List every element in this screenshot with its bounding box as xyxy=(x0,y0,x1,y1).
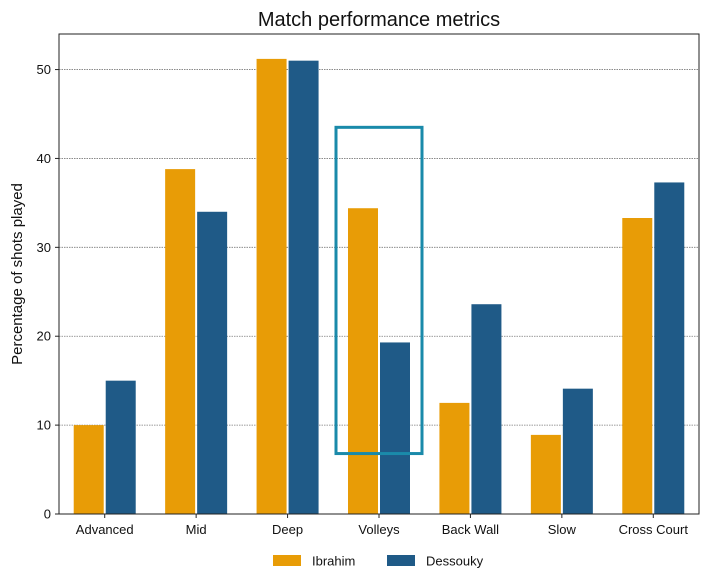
legend-label: Dessouky xyxy=(426,554,484,569)
bar xyxy=(530,434,561,514)
bar xyxy=(256,58,287,515)
bar xyxy=(197,211,228,514)
highlight-rect xyxy=(334,125,424,456)
y-tick-label: 10 xyxy=(37,418,51,433)
bar xyxy=(439,402,470,514)
x-tick-label: Deep xyxy=(272,522,303,537)
y-tick-label: 50 xyxy=(37,62,51,77)
x-tick-label: Back Wall xyxy=(442,522,499,537)
bar xyxy=(73,425,104,514)
highlight-box xyxy=(334,125,424,456)
y-axis-label: Percentage of shots played xyxy=(9,183,26,365)
y-tick-labels: 0 10 20 30 40 50 xyxy=(37,62,59,522)
x-tick-label: Slow xyxy=(548,522,577,537)
bar xyxy=(165,169,196,514)
y-tick-label: 20 xyxy=(37,329,51,344)
y-tick-label: 0 xyxy=(44,507,51,522)
axes xyxy=(58,33,700,515)
x-tick-label: Cross Court xyxy=(619,522,689,537)
bar xyxy=(562,388,593,514)
x-tick-label: Volleys xyxy=(358,522,400,537)
bar xyxy=(288,60,319,515)
bars xyxy=(73,58,685,515)
legend-label: Ibrahim xyxy=(312,554,355,569)
chart-title: Match performance metrics xyxy=(258,9,500,31)
legend-swatch xyxy=(387,555,415,566)
y-tick-label: 30 xyxy=(37,240,51,255)
x-tick-label: Mid xyxy=(186,522,207,537)
bar xyxy=(622,218,653,514)
bar xyxy=(380,342,410,514)
bar xyxy=(654,182,685,514)
bar xyxy=(105,380,136,514)
bar xyxy=(471,304,502,514)
plot-frame xyxy=(58,33,700,515)
gridlines xyxy=(59,69,699,426)
x-tick-label: Advanced xyxy=(76,522,134,537)
legend-swatch xyxy=(273,555,301,566)
bar xyxy=(348,208,378,514)
x-tick-labels: Advanced Mid Deep Volleys Back Wall Slow Cross… xyxy=(76,514,689,537)
y-tick-label: 40 xyxy=(37,151,51,166)
legend: Ibrahim Dessouky xyxy=(273,554,484,569)
